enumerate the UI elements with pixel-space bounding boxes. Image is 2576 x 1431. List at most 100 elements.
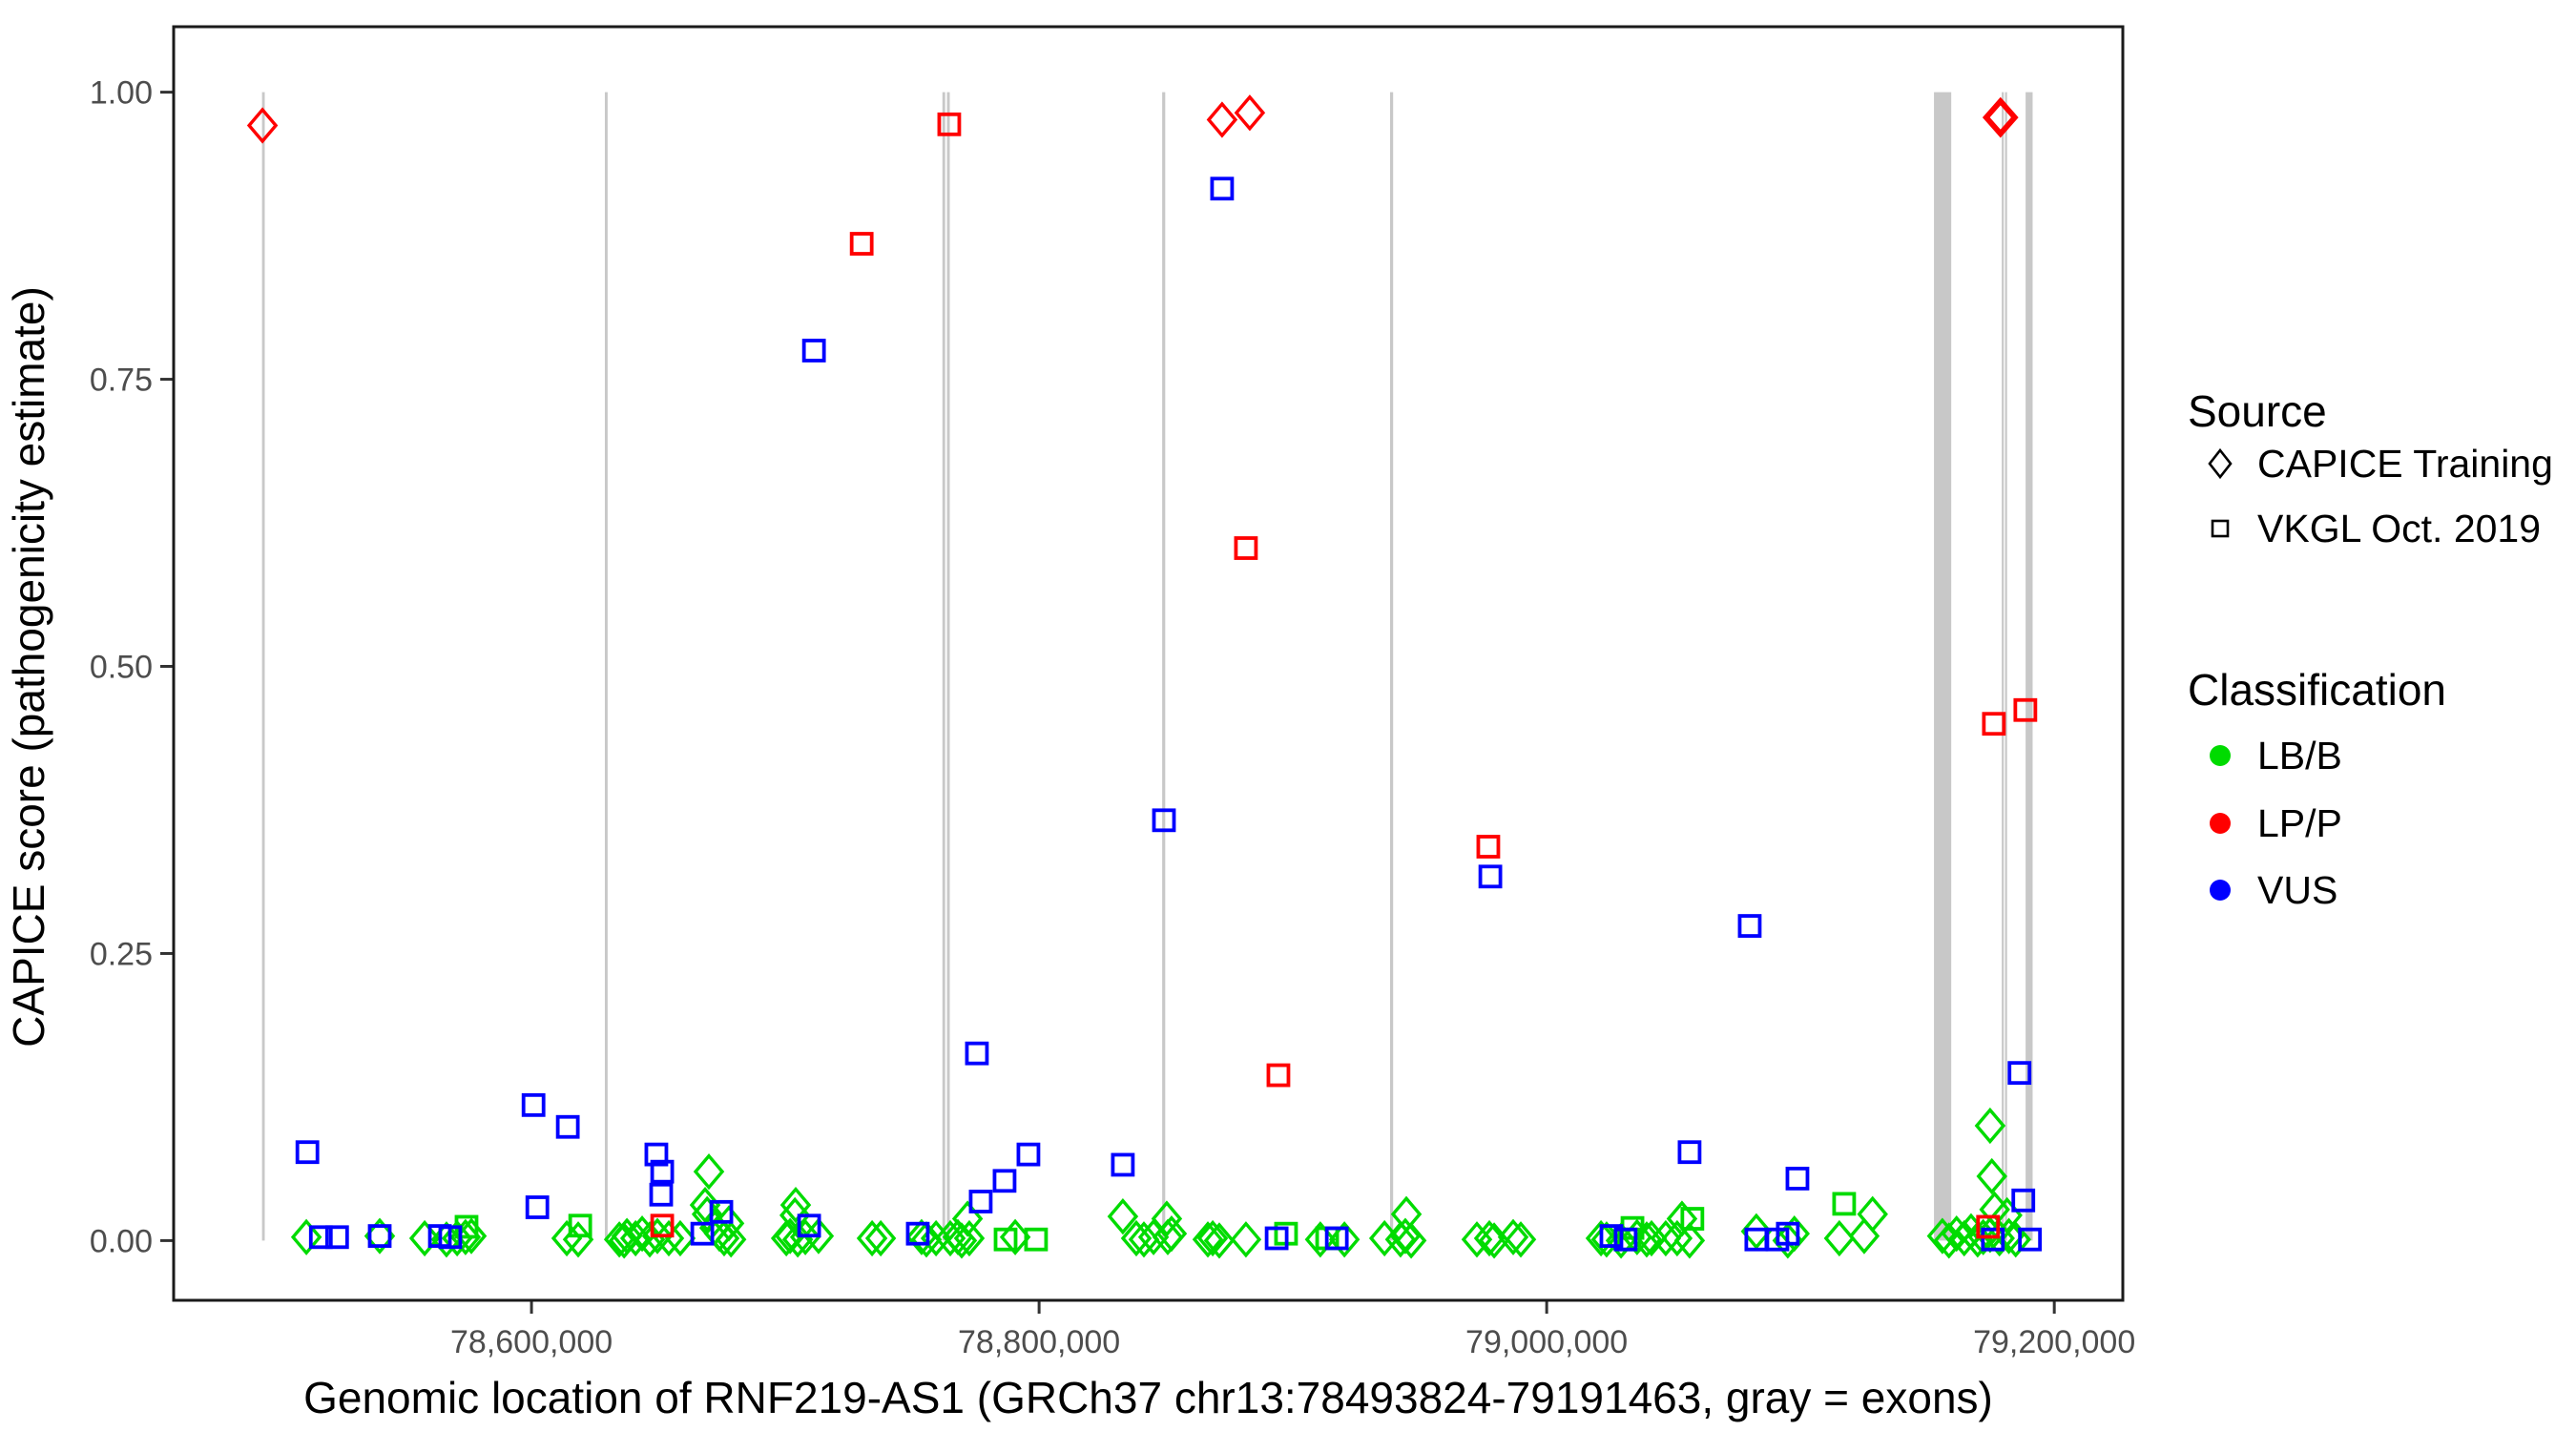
- data-point: [1210, 176, 1235, 201]
- data-point: [1473, 1219, 1506, 1257]
- data-point: [1785, 1166, 1810, 1191]
- legend-item-vkgl: VKGL Oct. 2019: [2188, 506, 2541, 551]
- data-point: [653, 1219, 685, 1257]
- data-point: [1196, 1219, 1229, 1257]
- data-point: [992, 1169, 1017, 1193]
- exon-band: [2005, 92, 2007, 1241]
- lpp-dot-icon: [2210, 813, 2231, 834]
- data-point: [968, 1190, 993, 1213]
- data-point: [1926, 1217, 1959, 1255]
- data-point: [690, 1221, 715, 1246]
- data-point: [1155, 1215, 1188, 1253]
- data-point: [1605, 1222, 1637, 1259]
- data-point: [1395, 1222, 1427, 1259]
- data-point: [1962, 1221, 1994, 1258]
- legend-classification-title: Classification: [2188, 665, 2446, 715]
- data-point: [937, 112, 962, 136]
- legend-item-capice-training: CAPICE Training: [2188, 441, 2553, 487]
- data-point: [1933, 1222, 1965, 1259]
- data-point: [1304, 1221, 1337, 1258]
- data-point: [555, 1114, 580, 1139]
- exon-band: [2002, 92, 2005, 1241]
- data-point: [905, 1218, 938, 1255]
- data-point: [438, 1225, 463, 1250]
- legend-item-label: VKGL Oct. 2019: [2257, 506, 2542, 550]
- data-point: [864, 1219, 897, 1257]
- legend-item-vus: VUS: [2188, 867, 2337, 913]
- data-point: [1613, 1227, 1638, 1252]
- data-point: [1203, 1222, 1236, 1259]
- legend-item-lpp: LP/P: [2188, 800, 2342, 846]
- data-point: [713, 1205, 745, 1242]
- data-point: [945, 1222, 978, 1259]
- data-point: [2018, 1227, 2043, 1252]
- data-point: [1234, 536, 1258, 560]
- data-point: [1128, 1221, 1160, 1258]
- data-point: [1823, 1219, 1856, 1257]
- data-point: [644, 1142, 669, 1167]
- data-point: [1599, 1224, 1624, 1248]
- data-point: [568, 1213, 592, 1238]
- exon-band: [261, 92, 265, 1241]
- data-point: [1152, 808, 1176, 833]
- legend-item-label: LP/P: [2257, 800, 2342, 845]
- data-point: [1982, 96, 2019, 138]
- exon-band: [1162, 92, 1166, 1241]
- data-point: [1832, 1192, 1857, 1216]
- data-point: [1976, 1214, 2001, 1239]
- data-point: [951, 1200, 984, 1237]
- data-point: [1016, 1142, 1041, 1167]
- data-point: [525, 1195, 550, 1219]
- data-point: [1677, 1140, 1702, 1165]
- data-point: [1981, 1227, 2005, 1252]
- data-point: [1497, 1218, 1529, 1255]
- data-point: [856, 1219, 888, 1257]
- x-tick-label: 79,200,000: [1973, 1324, 2135, 1360]
- data-point: [1621, 1218, 1653, 1255]
- data-point: [1264, 1226, 1289, 1251]
- data-point: [1024, 1227, 1049, 1252]
- data-point: [1324, 1226, 1349, 1251]
- data-point: [1680, 1207, 1705, 1231]
- data-point: [295, 1140, 320, 1165]
- diamond-icon: [2208, 447, 2233, 480]
- data-point: [1151, 1200, 1183, 1237]
- data-point: [1776, 1221, 1800, 1246]
- data-point: [1857, 1195, 1888, 1233]
- data-point: [693, 1153, 725, 1191]
- panel-border: [172, 25, 2125, 1302]
- data-point: [1585, 1219, 1617, 1257]
- data-point: [910, 1221, 943, 1258]
- x-tick-label: 78,600,000: [450, 1324, 613, 1360]
- data-point: [1974, 1107, 2006, 1145]
- legend-item-label: CAPICE Training: [2257, 441, 2553, 486]
- exon-band: [1390, 92, 1394, 1241]
- data-point: [905, 1221, 930, 1246]
- data-point: [993, 1227, 1018, 1252]
- data-point: [1234, 94, 1266, 132]
- data-point: [641, 1217, 674, 1255]
- data-point: [1476, 835, 1501, 859]
- data-point: [849, 232, 874, 256]
- data-point: [953, 1219, 986, 1257]
- data-point: [1673, 1222, 1706, 1259]
- x-tick-label: 78,800,000: [958, 1324, 1120, 1360]
- square-icon: [2211, 519, 2230, 538]
- data-point: [779, 1186, 812, 1224]
- data-point: [2013, 697, 2038, 722]
- x-tick-label: 79,000,000: [1465, 1324, 1628, 1360]
- y-tick-label: 1.00: [90, 75, 153, 112]
- lbb-dot-icon: [2210, 745, 2231, 766]
- data-point: [689, 1186, 721, 1224]
- y-axis-title: CAPICE score (pathogenicity estimate): [4, 286, 53, 1047]
- y-tick-label: 0.00: [90, 1223, 153, 1259]
- data-point: [551, 1219, 583, 1257]
- data-point: [1230, 1221, 1262, 1258]
- data-point: [1650, 1219, 1682, 1257]
- legend-item-label: VUS: [2257, 867, 2338, 912]
- data-point: [521, 1092, 546, 1117]
- data-point: [802, 1217, 835, 1255]
- data-point: [1192, 1221, 1224, 1258]
- data-point: [789, 1218, 821, 1255]
